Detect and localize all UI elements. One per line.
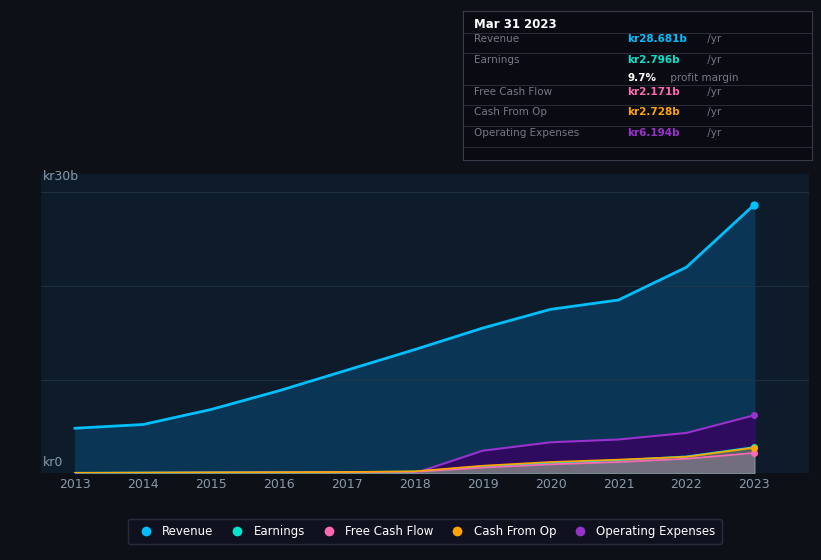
Text: Free Cash Flow: Free Cash Flow (474, 87, 552, 97)
Text: 9.7%: 9.7% (627, 73, 656, 83)
Text: /yr: /yr (704, 87, 721, 97)
Legend: Revenue, Earnings, Free Cash Flow, Cash From Op, Operating Expenses: Revenue, Earnings, Free Cash Flow, Cash … (128, 519, 722, 544)
Text: kr28.681b: kr28.681b (627, 34, 687, 44)
Text: profit margin: profit margin (667, 73, 739, 83)
Text: Mar 31 2023: Mar 31 2023 (474, 18, 556, 31)
Text: kr2.728b: kr2.728b (627, 107, 680, 117)
Text: kr0: kr0 (43, 455, 63, 469)
Text: kr2.796b: kr2.796b (627, 55, 680, 65)
Text: Operating Expenses: Operating Expenses (474, 128, 579, 138)
Text: Cash From Op: Cash From Op (474, 107, 547, 117)
Text: /yr: /yr (704, 128, 721, 138)
Text: /yr: /yr (704, 107, 721, 117)
Text: kr30b: kr30b (43, 170, 79, 183)
Text: kr2.171b: kr2.171b (627, 87, 680, 97)
Text: Revenue: Revenue (474, 34, 519, 44)
Text: /yr: /yr (704, 55, 721, 65)
Text: Earnings: Earnings (474, 55, 519, 65)
Text: kr6.194b: kr6.194b (627, 128, 680, 138)
Text: /yr: /yr (704, 34, 721, 44)
